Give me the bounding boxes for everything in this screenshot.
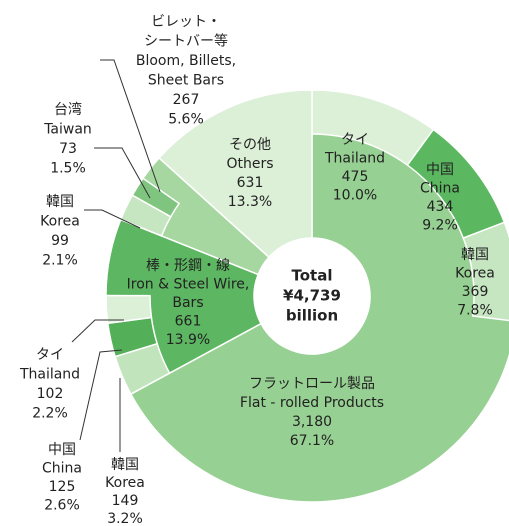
category-label: 267 — [173, 92, 200, 108]
center-label: billion — [286, 307, 338, 325]
country-label: Korea — [40, 214, 80, 230]
category-label: その他 — [229, 137, 271, 153]
country-label: 9.2% — [422, 218, 458, 234]
country-label: 2.1% — [42, 253, 78, 269]
category-label: Iron & Steel Wire, — [127, 277, 250, 293]
country-slice — [105, 294, 153, 325]
country-label: 102 — [37, 386, 64, 402]
category-label: 661 — [175, 314, 202, 330]
category-label: Sheet Bars — [148, 73, 224, 89]
leader-line — [94, 147, 151, 199]
country-label: Korea — [105, 475, 145, 491]
center-label: ¥4,739 — [283, 287, 341, 305]
country-label: 475 — [342, 169, 369, 185]
category-label: 13.3% — [228, 194, 272, 210]
leader-line — [71, 319, 124, 343]
country-label: 99 — [51, 233, 69, 249]
country-label: China — [42, 461, 82, 477]
leader-line — [79, 349, 123, 441]
country-slice — [462, 221, 509, 322]
category-label: 3,180 — [292, 414, 332, 430]
country-label: 125 — [49, 479, 76, 495]
category-label: 67.1% — [290, 433, 334, 449]
country-label: Korea — [455, 266, 495, 282]
country-label: 韓国 — [46, 194, 74, 210]
country-label: China — [420, 181, 460, 197]
country-label: 韓国 — [461, 247, 489, 263]
category-label: 13.9% — [166, 332, 210, 348]
category-label: シートバー等 — [144, 33, 228, 50]
category-label: フラットロール製品 — [249, 376, 375, 392]
country-label: 3.2% — [107, 511, 143, 526]
country-label: 韓国 — [111, 457, 139, 473]
category-label: Flat - rolled Products — [240, 395, 384, 411]
labels: フラットロール製品 Flat - rolled Products 3,180 67.1… — [19, 14, 495, 526]
country-label: 中国 — [48, 442, 76, 458]
country-label: タイ — [36, 347, 64, 363]
category-label: Bars — [172, 295, 203, 311]
center-label: Total — [292, 267, 333, 285]
country-label: 2.6% — [44, 498, 80, 514]
category-label: 631 — [237, 175, 264, 191]
country-label: 369 — [462, 284, 489, 300]
country-label: 149 — [112, 493, 139, 509]
country-label: 2.2% — [32, 406, 68, 422]
country-label: 73 — [59, 141, 77, 157]
category-label: 5.6% — [168, 112, 204, 128]
category-label: 棒・形鋼・線 — [146, 258, 230, 274]
category-label: Others — [226, 156, 273, 172]
category-label: Bloom, Billets, — [136, 53, 236, 69]
country-label: タイ — [341, 132, 369, 148]
country-label: 434 — [427, 199, 454, 215]
category-label: ビレット・ — [151, 14, 221, 30]
country-label: 1.5% — [50, 161, 86, 177]
country-label: Taiwan — [43, 122, 92, 138]
country-label: 中国 — [426, 162, 454, 178]
country-label: Thailand — [324, 151, 385, 167]
leader-line — [100, 59, 161, 193]
leader-line — [84, 209, 141, 229]
center-hole — [254, 238, 370, 354]
country-label: 台湾 — [54, 101, 82, 118]
country-label: Thailand — [19, 367, 80, 383]
country-label: 10.0% — [333, 188, 377, 204]
country-label: 7.8% — [457, 303, 493, 319]
